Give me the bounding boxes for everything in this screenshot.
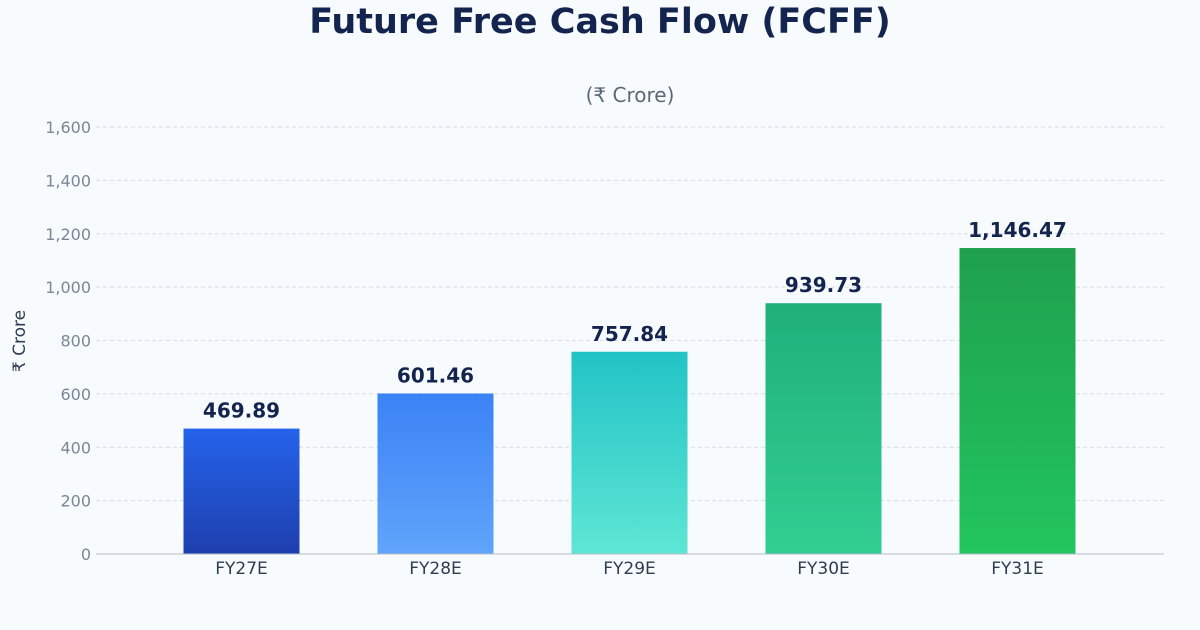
bars	[183, 248, 1076, 554]
y-tick-label: 600	[60, 385, 91, 404]
bar-fy27e	[183, 428, 300, 554]
y-tick-label: 1,600	[45, 118, 91, 137]
y-tick-label: 800	[60, 332, 91, 351]
x-tick-label: FY29E	[603, 559, 656, 579]
chart-subtitle: (₹ Crore)	[585, 83, 675, 107]
bar-value-labels: 469.89 601.46 757.84 939.73 1,146.47	[203, 218, 1067, 423]
bar-value-label: 601.46	[397, 363, 474, 387]
bar-fy30e	[765, 303, 882, 554]
y-tick-label: 200	[60, 492, 91, 511]
x-tick-label: FY30E	[797, 559, 850, 579]
chart-title: Future Free Cash Flow (FCFF)	[309, 2, 891, 42]
y-tick-label: 1,200	[45, 225, 91, 244]
bar-value-label: 469.89	[203, 399, 280, 423]
y-tick-label: 1,000	[45, 278, 91, 297]
bar-fy28e	[377, 393, 494, 554]
y-tick-label: 0	[81, 545, 91, 564]
bar-value-label: 757.84	[591, 322, 668, 346]
bar-fy31e	[959, 248, 1076, 554]
x-axis-ticks: FY27E FY28E FY29E FY30E FY31E	[215, 559, 1044, 579]
y-tick-label: 400	[60, 438, 91, 457]
x-tick-label: FY27E	[215, 559, 268, 579]
bar-value-label: 1,146.47	[968, 218, 1067, 242]
y-tick-label: 1,400	[45, 171, 91, 190]
bar-value-label: 939.73	[785, 273, 862, 297]
bar-fy29e	[571, 351, 688, 554]
x-tick-label: FY31E	[991, 559, 1044, 579]
y-axis-label: ₹ Crore	[10, 310, 30, 372]
x-tick-label: FY28E	[409, 559, 462, 579]
y-axis-ticks: 0 200 400 600 800 1,000 1,200 1,400 1,600	[45, 118, 91, 564]
